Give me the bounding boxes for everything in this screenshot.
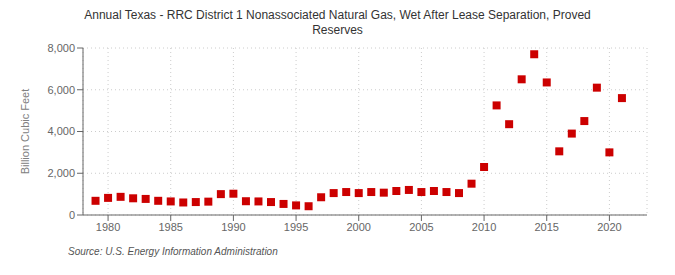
svg-text:2015: 2015 bbox=[534, 221, 558, 233]
svg-text:6,000: 6,000 bbox=[47, 84, 75, 96]
svg-text:1985: 1985 bbox=[158, 221, 182, 233]
svg-text:8,000: 8,000 bbox=[47, 42, 75, 54]
html-text:Source: U.S. Energy Informatio: Source: U.S. Energy Information Administ… bbox=[68, 246, 278, 257]
svg-text:2010: 2010 bbox=[472, 221, 496, 233]
svg-text:2020: 2020 bbox=[597, 221, 621, 233]
svg-text:0: 0 bbox=[69, 209, 75, 221]
svg-text:1980: 1980 bbox=[96, 221, 120, 233]
svg-text:1995: 1995 bbox=[284, 221, 308, 233]
svg-text:Billion Cubic Feet: Billion Cubic Feet bbox=[19, 89, 31, 175]
svg-text:4,000: 4,000 bbox=[47, 125, 75, 137]
svg-text:1990: 1990 bbox=[221, 221, 245, 233]
html-text:Annual Texas - RRC District 1: Annual Texas - RRC District 1 Nonassocia… bbox=[84, 8, 591, 37]
svg-text:2005: 2005 bbox=[409, 221, 433, 233]
svg-text:2000: 2000 bbox=[346, 221, 370, 233]
svg-text:2,000: 2,000 bbox=[47, 167, 75, 179]
